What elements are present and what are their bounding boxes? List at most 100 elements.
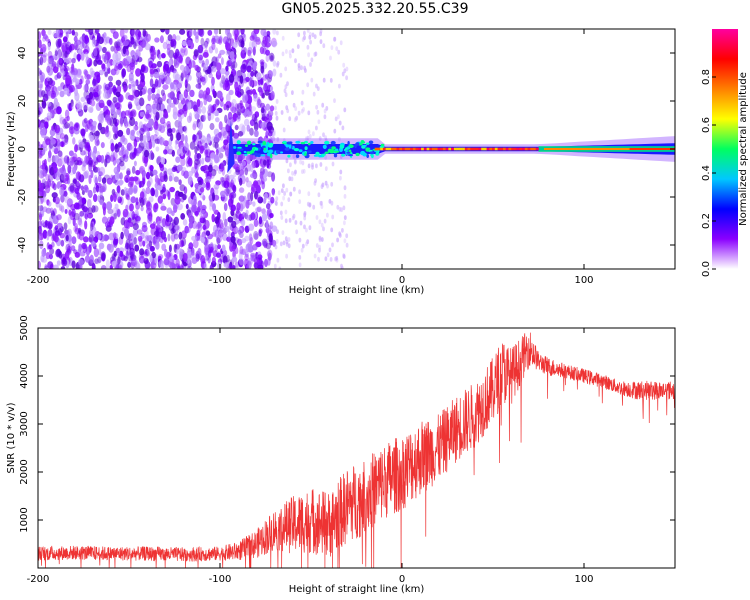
noise-point — [210, 65, 217, 73]
noise-point — [82, 160, 87, 167]
noise-point — [38, 179, 42, 188]
noise-point — [179, 264, 184, 269]
noise-point — [184, 94, 191, 104]
noise-point — [338, 136, 341, 142]
noise-point — [142, 171, 146, 179]
noise-point — [128, 83, 132, 90]
noise-point — [40, 204, 44, 214]
signal-strong — [388, 147, 392, 151]
noise-point — [56, 106, 62, 115]
noise-point — [211, 37, 217, 45]
noise-point — [144, 235, 150, 244]
noise-point — [335, 255, 339, 261]
noise-point — [232, 42, 238, 48]
noise-point — [179, 251, 183, 261]
noise-point — [126, 243, 130, 250]
noise-point — [123, 186, 128, 196]
noise-point — [147, 93, 152, 102]
noise-point — [74, 144, 78, 153]
noise-point — [226, 187, 232, 194]
noise-point — [184, 142, 189, 151]
noise-point — [181, 170, 185, 177]
noise-point — [305, 227, 308, 233]
noise-point — [125, 250, 129, 259]
noise-point — [180, 195, 185, 203]
noise-point — [265, 103, 271, 111]
noise-point — [206, 95, 213, 103]
noise-point — [172, 81, 178, 90]
noise-point — [106, 62, 111, 69]
noise-point — [219, 68, 227, 75]
signal-point — [245, 144, 248, 148]
noise-point — [129, 62, 136, 71]
signal-strong — [423, 147, 427, 151]
noise-point — [110, 29, 116, 34]
noise-point — [262, 35, 269, 45]
signal-strong — [533, 147, 536, 151]
noise-point — [108, 243, 114, 253]
noise-point — [225, 65, 229, 72]
noise-point — [181, 40, 187, 47]
noise-point — [134, 121, 138, 127]
noise-point — [139, 127, 145, 135]
noise-point — [83, 149, 88, 156]
noise-point — [59, 114, 63, 122]
noise-point — [138, 97, 145, 107]
noise-point — [69, 84, 75, 93]
noise-point — [126, 194, 131, 201]
noise-point — [165, 214, 170, 223]
noise-point — [48, 244, 53, 250]
noise-point — [301, 89, 305, 95]
noise-point — [145, 171, 151, 180]
noise-point — [218, 121, 223, 131]
noise-point — [265, 49, 270, 56]
noise-point — [259, 176, 265, 185]
noise-point — [231, 98, 237, 107]
noise-point — [97, 256, 102, 264]
noise-point — [92, 120, 97, 126]
noise-point — [231, 61, 238, 69]
noise-point — [302, 107, 305, 112]
noise-point — [133, 184, 138, 194]
noise-point — [191, 204, 197, 213]
noise-point — [101, 53, 108, 63]
noise-point — [282, 240, 286, 246]
noise-point — [260, 65, 265, 74]
noise-point — [113, 166, 120, 175]
noise-point — [229, 261, 233, 269]
signal-point — [295, 154, 300, 159]
noise-point — [249, 41, 253, 50]
noise-point — [101, 63, 106, 72]
noise-point — [303, 30, 306, 36]
noise-point — [292, 213, 296, 219]
noise-point — [265, 219, 269, 230]
noise-point — [212, 203, 216, 212]
signal-point — [380, 143, 385, 147]
noise-point — [261, 238, 268, 247]
noise-point — [123, 84, 127, 93]
noise-point — [172, 111, 178, 120]
noise-point — [93, 174, 98, 184]
signal-point — [308, 142, 311, 146]
noise-point — [134, 215, 141, 222]
noise-point — [310, 77, 314, 83]
noise-point — [43, 248, 47, 256]
noise-point — [75, 39, 82, 46]
noise-point — [92, 152, 97, 162]
noise-point — [113, 239, 118, 248]
noise-point — [286, 81, 289, 86]
noise-point — [144, 157, 148, 167]
noise-point — [137, 31, 142, 38]
noise-point — [343, 238, 347, 244]
noise-point — [300, 108, 304, 114]
noise-point — [76, 180, 80, 187]
noise-point — [280, 110, 284, 115]
noise-point — [226, 254, 230, 263]
noise-point — [89, 254, 94, 264]
noise-point — [287, 168, 290, 174]
noise-point — [159, 163, 165, 172]
noise-point — [82, 244, 88, 254]
noise-point — [97, 167, 101, 174]
noise-point — [181, 230, 187, 239]
noise-point — [63, 87, 70, 95]
